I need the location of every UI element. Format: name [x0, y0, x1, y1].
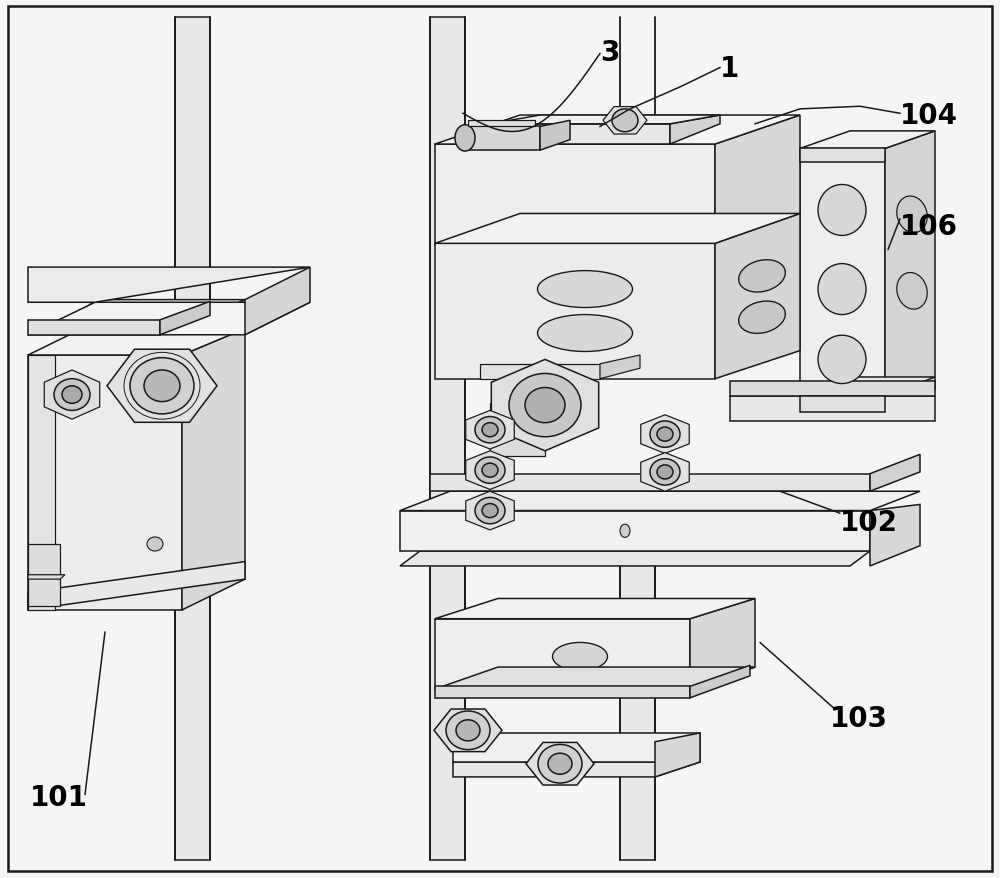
Polygon shape — [435, 145, 715, 246]
Text: 103: 103 — [830, 704, 888, 732]
Polygon shape — [655, 733, 700, 777]
Circle shape — [456, 720, 480, 741]
Circle shape — [147, 537, 163, 551]
Polygon shape — [28, 268, 310, 303]
Circle shape — [657, 465, 673, 479]
Circle shape — [650, 421, 680, 448]
Circle shape — [475, 457, 505, 484]
Polygon shape — [540, 121, 570, 151]
Circle shape — [548, 753, 572, 774]
Polygon shape — [800, 378, 935, 397]
Polygon shape — [603, 107, 647, 135]
Polygon shape — [800, 149, 885, 413]
Polygon shape — [435, 116, 800, 145]
Ellipse shape — [897, 197, 927, 234]
Ellipse shape — [739, 302, 785, 334]
Text: 101: 101 — [30, 783, 88, 811]
Text: 104: 104 — [900, 102, 958, 130]
Text: 3: 3 — [600, 39, 619, 67]
Polygon shape — [400, 511, 870, 551]
Polygon shape — [28, 356, 182, 610]
Polygon shape — [670, 116, 720, 145]
Circle shape — [482, 423, 498, 437]
Ellipse shape — [818, 264, 866, 315]
Circle shape — [475, 417, 505, 443]
Ellipse shape — [818, 185, 866, 236]
Ellipse shape — [538, 271, 633, 308]
Polygon shape — [870, 505, 920, 566]
Ellipse shape — [620, 524, 630, 537]
Ellipse shape — [739, 261, 785, 292]
Polygon shape — [730, 397, 935, 421]
Ellipse shape — [552, 643, 608, 671]
Polygon shape — [182, 329, 245, 610]
Ellipse shape — [538, 315, 633, 352]
Polygon shape — [435, 214, 800, 244]
Circle shape — [482, 504, 498, 518]
Polygon shape — [620, 527, 655, 860]
Circle shape — [130, 358, 194, 414]
Polygon shape — [466, 492, 514, 530]
Polygon shape — [800, 132, 935, 149]
Polygon shape — [870, 455, 920, 492]
Polygon shape — [715, 214, 800, 379]
Polygon shape — [435, 244, 715, 379]
Polygon shape — [491, 360, 599, 451]
Circle shape — [538, 745, 582, 783]
Polygon shape — [526, 743, 594, 785]
Polygon shape — [465, 127, 540, 151]
Text: 106: 106 — [900, 212, 958, 241]
Polygon shape — [65, 300, 245, 329]
Ellipse shape — [818, 336, 866, 385]
Circle shape — [446, 711, 490, 750]
Polygon shape — [490, 116, 720, 125]
Text: 102: 102 — [840, 508, 898, 536]
Polygon shape — [730, 382, 935, 397]
Polygon shape — [690, 666, 750, 698]
Circle shape — [482, 464, 498, 478]
Circle shape — [612, 110, 638, 133]
Polygon shape — [28, 329, 245, 356]
Polygon shape — [600, 356, 640, 379]
Polygon shape — [400, 492, 920, 511]
Polygon shape — [641, 415, 689, 454]
Polygon shape — [182, 300, 245, 329]
Polygon shape — [28, 356, 55, 610]
Polygon shape — [28, 320, 160, 335]
Ellipse shape — [455, 126, 475, 152]
Polygon shape — [434, 709, 502, 752]
Circle shape — [509, 374, 581, 437]
Polygon shape — [28, 575, 65, 579]
Polygon shape — [430, 474, 870, 492]
Polygon shape — [641, 453, 689, 492]
Circle shape — [475, 498, 505, 524]
Polygon shape — [453, 733, 700, 762]
Polygon shape — [715, 116, 800, 246]
Polygon shape — [28, 303, 310, 335]
Polygon shape — [453, 762, 700, 777]
Polygon shape — [28, 544, 60, 606]
Polygon shape — [690, 599, 755, 689]
Polygon shape — [480, 364, 600, 379]
Polygon shape — [435, 687, 690, 698]
Polygon shape — [107, 349, 217, 423]
Circle shape — [650, 459, 680, 486]
Polygon shape — [400, 551, 870, 566]
Circle shape — [657, 428, 673, 442]
Polygon shape — [466, 411, 514, 450]
Polygon shape — [435, 599, 755, 619]
Polygon shape — [490, 125, 670, 145]
Polygon shape — [800, 149, 885, 162]
Polygon shape — [175, 18, 210, 860]
Circle shape — [54, 379, 90, 411]
Polygon shape — [435, 619, 690, 689]
Text: 1: 1 — [720, 54, 739, 83]
Ellipse shape — [897, 273, 927, 310]
Circle shape — [144, 371, 180, 402]
Polygon shape — [44, 371, 100, 420]
Polygon shape — [468, 121, 535, 127]
Polygon shape — [435, 667, 755, 689]
Polygon shape — [490, 404, 545, 457]
Polygon shape — [885, 132, 935, 413]
